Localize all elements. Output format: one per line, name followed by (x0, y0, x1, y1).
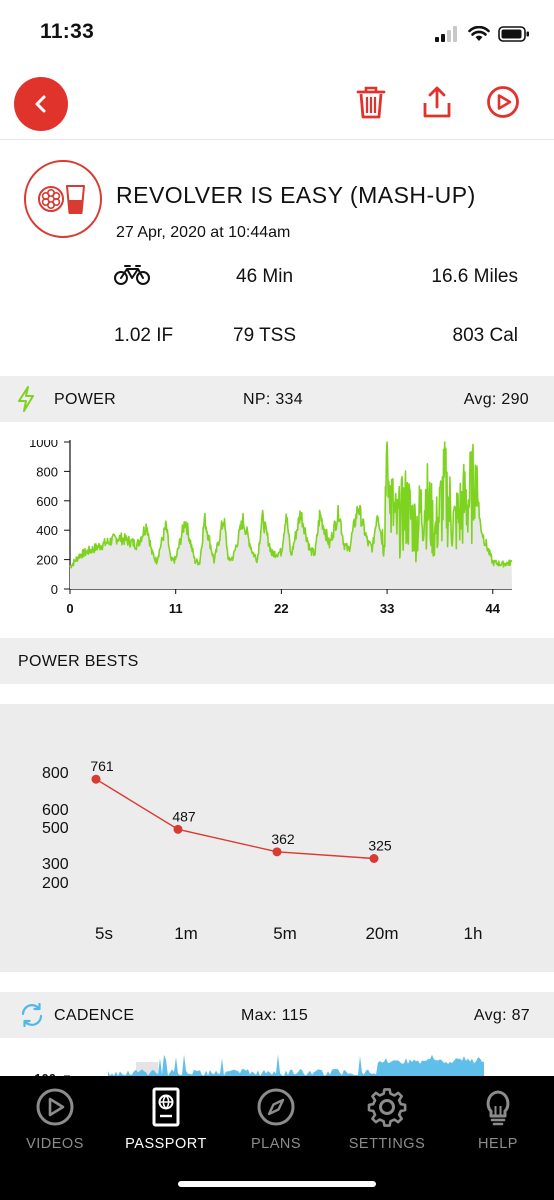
delete-button[interactable] (353, 84, 389, 120)
power-bests-header: POWER BESTS (0, 638, 554, 684)
play-circle-icon (487, 86, 519, 118)
ride-title: REVOLVER IS EASY (MASH-UP) (116, 182, 476, 208)
bests-y-tick-label: 800 (42, 765, 69, 782)
power-x-tick-label: 11 (169, 601, 183, 616)
revolver-glass-icon (38, 185, 85, 214)
activity-badge (24, 160, 102, 238)
bests-y-tick-label: 500 (42, 820, 69, 837)
ride-tss: 79 TSS (233, 325, 297, 346)
bicycle-icon (114, 265, 150, 285)
nav-help-label: HELP (478, 1136, 518, 1152)
bests-y-tick-label: 300 (42, 856, 69, 873)
signal-icon (435, 26, 457, 42)
trash-icon (356, 86, 386, 119)
bests-y-tick-label: 600 (42, 802, 69, 819)
status-time: 11:33 (40, 20, 95, 43)
ride-date: 27 Apr, 2020 at 10:44am (116, 224, 291, 241)
ride-calories: 803 Cal (452, 325, 519, 346)
cadence-header: CADENCE Max: 115 Avg: 87 (0, 992, 554, 1038)
nav-passport[interactable]: PASSPORT (111, 1086, 221, 1152)
spacer (0, 684, 554, 704)
bests-data-label: 325 (368, 838, 392, 854)
power-x-tick-label: 0 (66, 601, 73, 616)
power-y-tick-label: 0 (51, 582, 58, 597)
ride-duration: 46 Min (236, 266, 294, 287)
power-np: NP: 334 (243, 391, 303, 408)
share-icon (423, 86, 451, 118)
nav-settings[interactable]: SETTINGS (332, 1086, 442, 1152)
chevron-left-icon (35, 95, 46, 113)
power-y-tick-label: 200 (36, 553, 58, 568)
bests-line (95, 778, 375, 860)
cadence-chart: 100 (34, 1054, 484, 1086)
power-bests-panel: 800 600 500 300 200 5s 1m 5m 20m 1h 761 487 362 325 (0, 704, 554, 972)
cadence-bars (108, 1054, 484, 1076)
power-area (70, 442, 512, 589)
power-label: POWER (54, 391, 116, 408)
video-play-icon (36, 1088, 74, 1126)
ride-summary: REVOLVER IS EASY (MASH-UP) 27 Apr, 2020 … (0, 140, 554, 376)
top-bar (0, 62, 554, 140)
compass-icon (257, 1088, 295, 1126)
power-y-tick-label: 1000 (29, 435, 58, 450)
power-header: POWER NP: 334 Avg: 290 (0, 376, 554, 422)
gear-icon (367, 1088, 407, 1127)
bests-x-label: 1m (174, 924, 198, 943)
power-y-tick-label: 800 (36, 464, 58, 479)
bests-point (91, 774, 101, 784)
bests-x-label: 20m (365, 924, 398, 943)
power-y-tick-label: 400 (36, 523, 58, 538)
wifi-icon (468, 26, 490, 41)
bests-point (272, 847, 282, 857)
bests-data-label: 362 (271, 831, 295, 847)
battery-icon (498, 26, 529, 42)
nav-settings-label: SETTINGS (348, 1136, 426, 1152)
bests-x-label: 1h (464, 924, 483, 943)
bests-point (173, 824, 183, 834)
bests-x-label: 5m (273, 924, 297, 943)
passport-icon (152, 1087, 180, 1127)
power-x-tick-label: 22 (274, 601, 288, 616)
power-y-tick-label: 600 (36, 494, 58, 509)
status-bar: 11:33 (0, 0, 554, 62)
cadence-chart-area: 100 (0, 1038, 554, 1086)
power-chart-area: 0 200 400 600 800 1000 0 11 22 33 44 (0, 422, 554, 638)
home-indicator[interactable] (178, 1181, 376, 1187)
bests-point (369, 854, 379, 863)
nav-plans[interactable]: PLANS (221, 1086, 331, 1152)
bests-y-tick-label: 200 (42, 875, 69, 892)
ride-distance: 16.6 Miles (431, 266, 518, 287)
lightning-icon (18, 386, 34, 412)
power-x-tick-label: 33 (380, 601, 394, 616)
power-x-tick-label: 44 (486, 601, 501, 616)
spacer (0, 972, 554, 992)
nav-passport-label: PASSPORT (125, 1136, 207, 1152)
nav-plans-label: PLANS (250, 1136, 302, 1152)
bests-data-label: 761 (90, 758, 114, 774)
bottom-nav: VIDEOS PASSPORT PLANS SETTINGS HELP (0, 1076, 554, 1200)
nav-videos[interactable]: VIDEOS (0, 1086, 110, 1152)
power-bests-label: POWER BESTS (18, 653, 139, 670)
power-line (69, 441, 513, 569)
refresh-icon (21, 1002, 43, 1028)
cadence-max: Max: 115 (241, 1007, 309, 1024)
play-button[interactable] (485, 84, 521, 120)
cadence-avg: Avg: 87 (473, 1007, 530, 1024)
bests-data-label: 487 (172, 808, 196, 824)
share-button[interactable] (419, 84, 455, 120)
lightbulb-icon (486, 1090, 510, 1126)
nav-videos-label: VIDEOS (26, 1136, 84, 1152)
power-avg: Avg: 290 (463, 391, 529, 408)
power-chart: 0 200 400 600 800 1000 0 11 22 33 44 (29, 435, 513, 616)
nav-help[interactable]: HELP (443, 1086, 553, 1152)
back-button[interactable] (14, 77, 68, 131)
bests-x-label: 5s (95, 924, 113, 943)
status-icons (434, 24, 530, 44)
cadence-label: CADENCE (54, 1007, 135, 1024)
ride-if: 1.02 IF (114, 325, 174, 346)
